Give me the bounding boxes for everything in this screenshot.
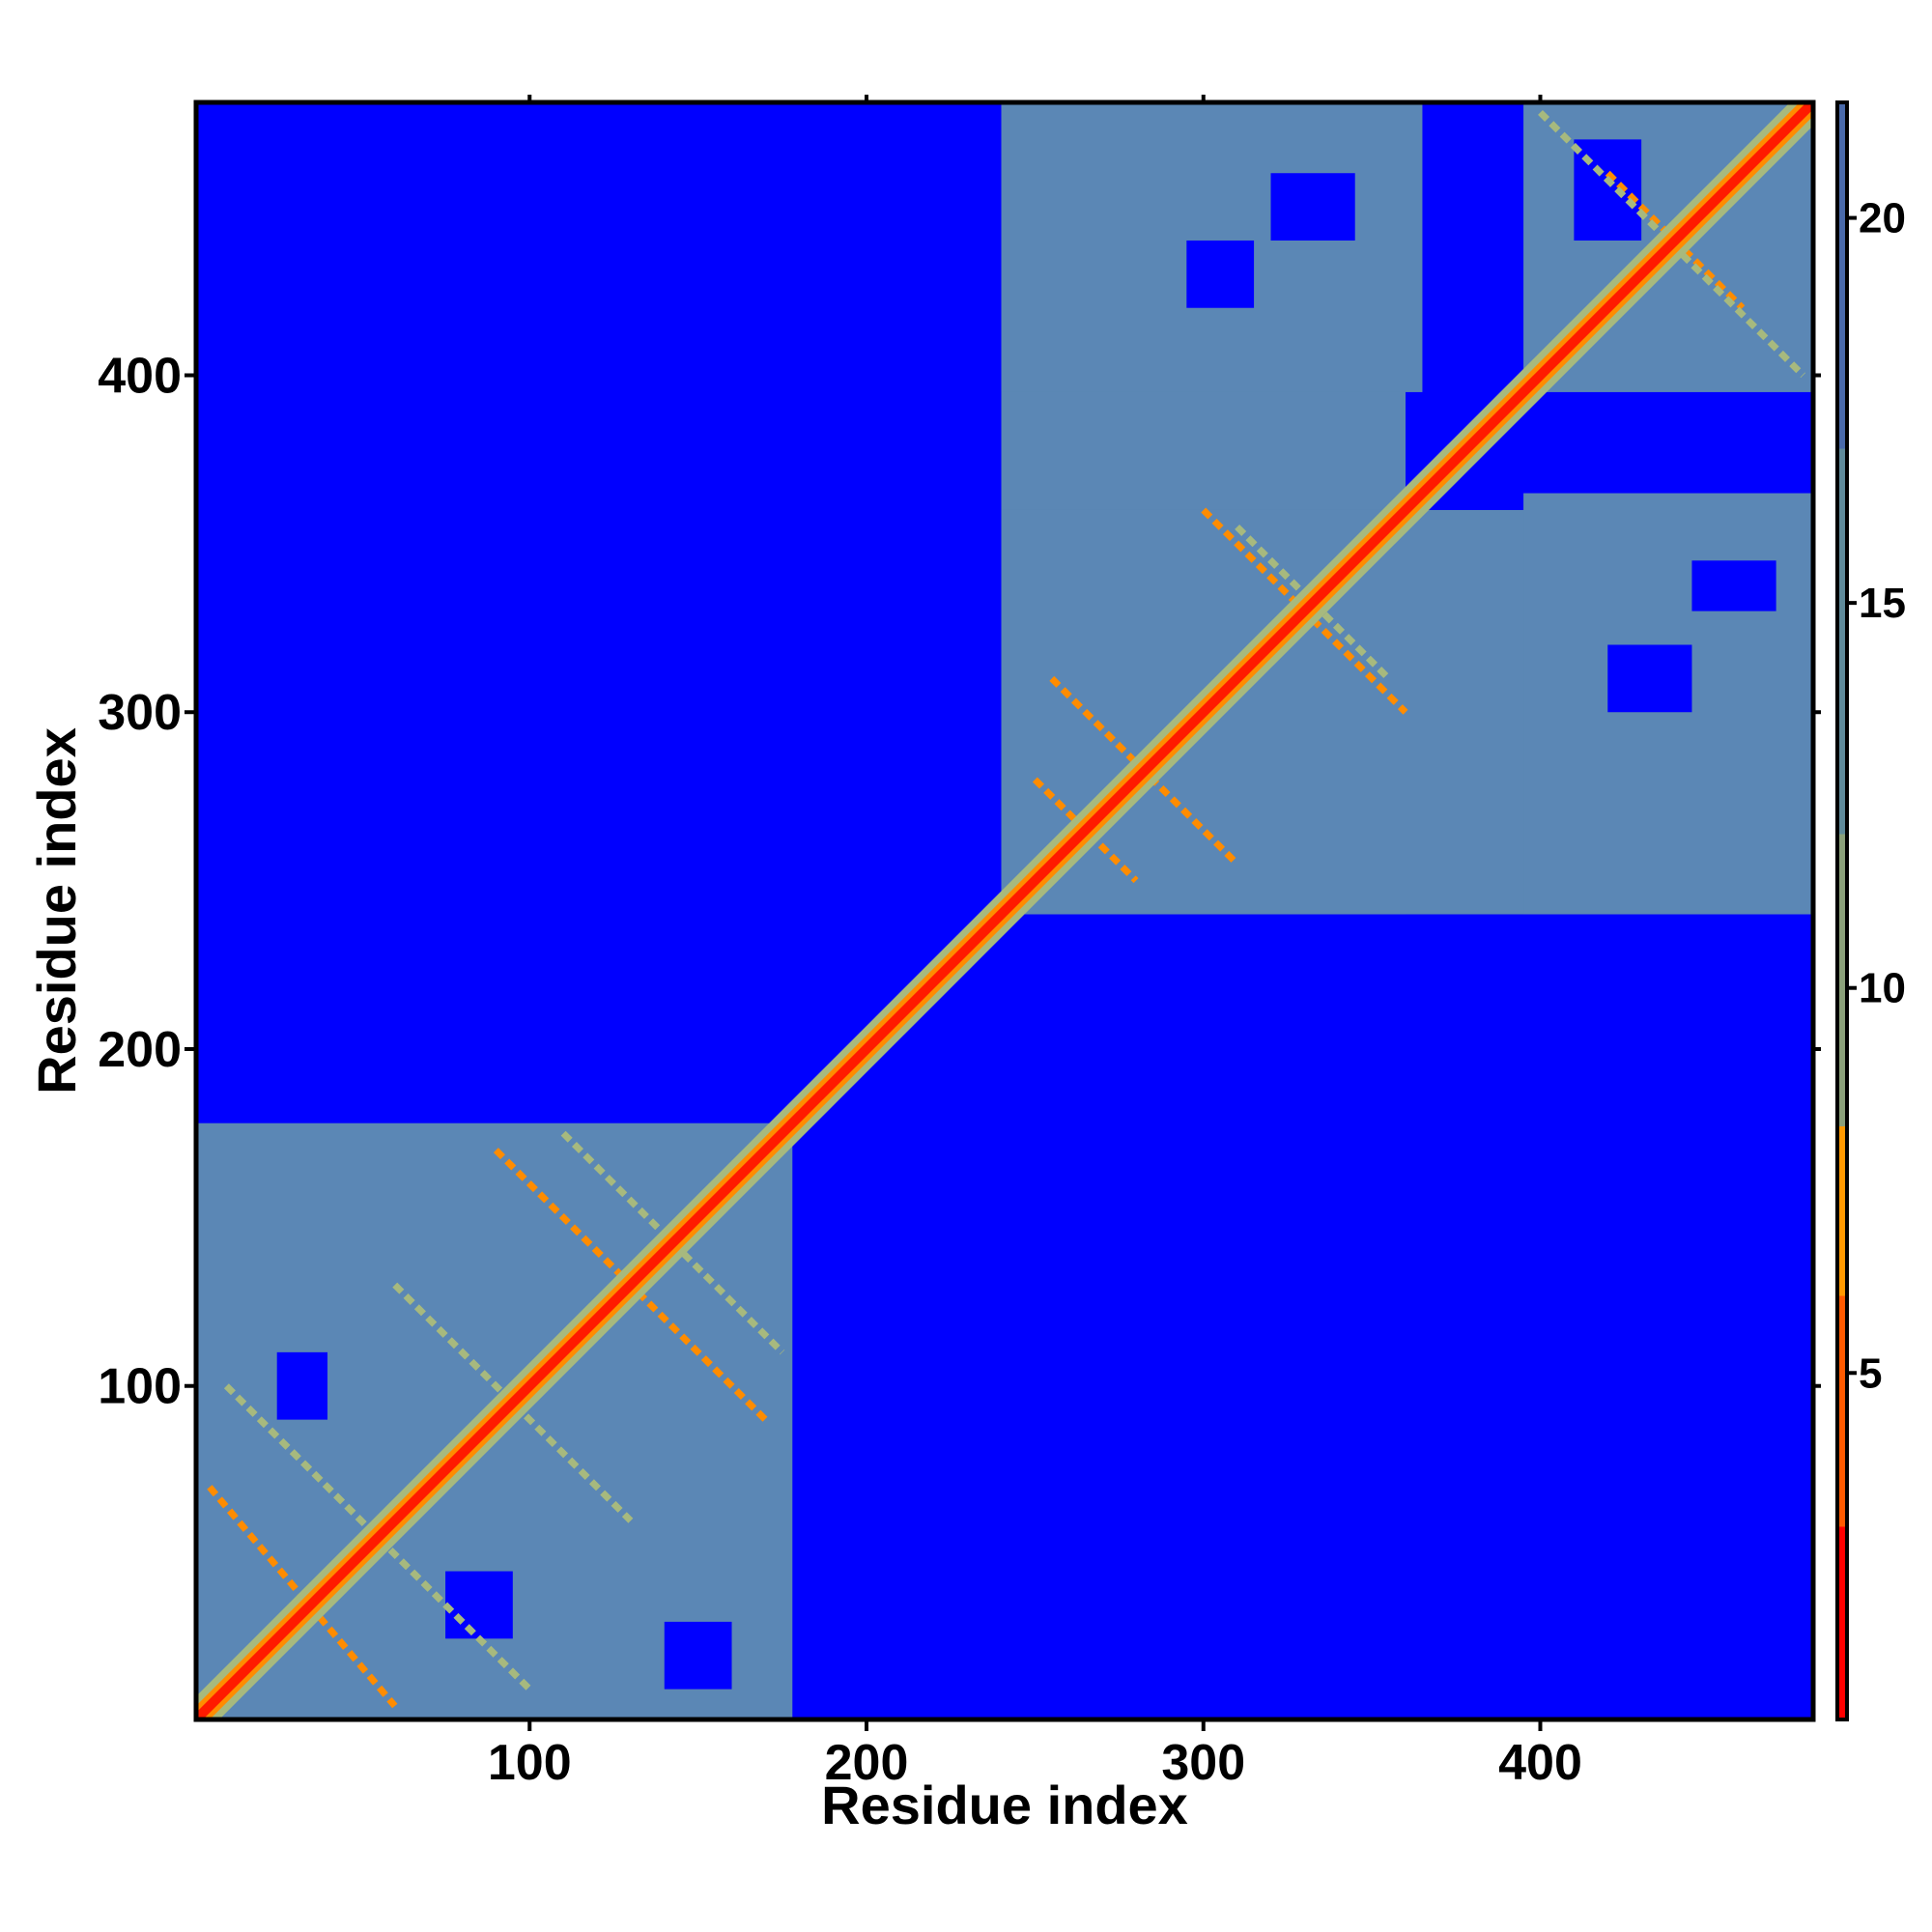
- x-axis: 100 200 300 400: [488, 95, 1582, 1791]
- x-tick-label: 200: [825, 1735, 909, 1791]
- colorbar-ticks: 5 10 15 20: [1847, 195, 1906, 1397]
- contact-void-2: [664, 1621, 732, 1690]
- contact-void-5: [1607, 644, 1692, 713]
- contact-void-6: [1691, 560, 1776, 611]
- y-tick-label: 300: [98, 685, 182, 741]
- heatmap-cells: [196, 102, 1813, 1719]
- contact-void-0: [276, 1351, 328, 1420]
- colorbar-tick-label: 20: [1859, 195, 1906, 242]
- contact-line-8: [1235, 524, 1392, 681]
- y-axis-label: Residue index: [26, 727, 87, 1094]
- x-tick-label: 400: [1498, 1735, 1582, 1791]
- plot-frame: [193, 99, 1816, 1722]
- contact-void-7: [1574, 139, 1642, 241]
- contact-line-1: [223, 1383, 532, 1692]
- colorbar-tick-label: 15: [1859, 580, 1906, 627]
- x-tick-label: 300: [1161, 1735, 1245, 1791]
- y-tick-label: 100: [98, 1359, 182, 1415]
- y-axis: 100 200 300 400: [98, 348, 1821, 1415]
- contact-void-1: [445, 1571, 513, 1639]
- x-tick-label: 100: [488, 1735, 572, 1791]
- contact-void-4: [1270, 173, 1355, 241]
- colorbar-fill: [1837, 102, 1847, 1719]
- contact-line-4: [392, 1282, 634, 1523]
- y-tick-label: 400: [98, 348, 182, 404]
- contact-void-3: [1186, 240, 1255, 308]
- colorbar-frame: [1835, 100, 1849, 1721]
- x-axis-label: Residue index: [821, 1775, 1188, 1835]
- diagonal-core: [196, 102, 1813, 1719]
- colorbar: 5 10 15 20: [1835, 100, 1906, 1721]
- colorbar-tick-label: 5: [1859, 1350, 1882, 1397]
- colorbar-tick-label: 10: [1859, 965, 1906, 1012]
- y-tick-label: 200: [98, 1022, 182, 1078]
